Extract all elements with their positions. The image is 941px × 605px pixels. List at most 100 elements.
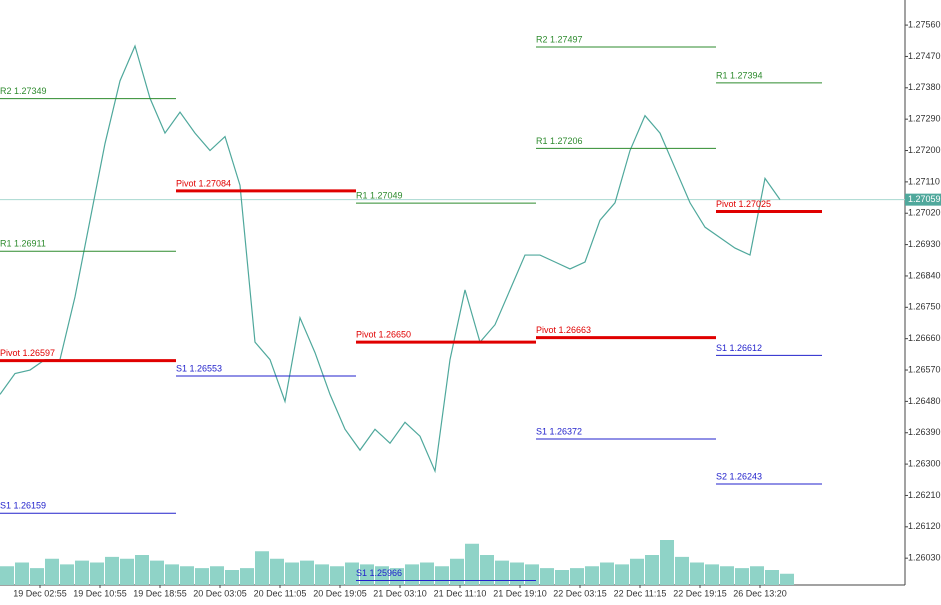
volume-bar [480, 555, 494, 585]
volume-bar [210, 566, 224, 585]
level-label: Pivot 1.27084 [176, 178, 231, 188]
x-tick-label: 21 Dec 03:10 [373, 588, 427, 598]
volume-bar [735, 568, 749, 585]
volume-bar [105, 556, 119, 585]
volume-bar [705, 564, 719, 585]
y-tick-label: 1.26570 [908, 364, 941, 374]
y-tick-label: 1.27470 [908, 51, 941, 61]
y-tick-label: 1.27110 [908, 176, 940, 186]
last-price-box [905, 193, 941, 206]
x-tick-label: 26 Dec 13:20 [733, 588, 787, 598]
last-price-label: 1.27059 [908, 194, 941, 204]
y-tick-label: 1.26390 [908, 427, 941, 437]
level-label: R1 1.27049 [356, 191, 403, 201]
volume-bar [135, 555, 149, 585]
volume-bar [750, 566, 764, 585]
x-tick-label: 19 Dec 10:55 [73, 588, 127, 598]
x-tick-label: 21 Dec 11:10 [434, 588, 487, 598]
volume-bar [315, 564, 329, 585]
x-tick-label: 20 Dec 11:05 [254, 588, 307, 598]
y-tick-label: 1.26120 [908, 521, 941, 531]
volume-bar [615, 564, 629, 585]
volume-bar [525, 564, 539, 585]
volume-bar [600, 562, 614, 585]
volume-bar [300, 560, 314, 585]
volume-bar [30, 568, 44, 585]
volume-bar [555, 570, 569, 585]
x-tick-label: 22 Dec 03:15 [553, 588, 607, 598]
level-label: R1 1.26911 [0, 239, 46, 249]
level-label: R1 1.27394 [716, 70, 763, 80]
volume-bar [195, 568, 209, 585]
volume-bar [75, 560, 89, 585]
level-label: Pivot 1.26650 [356, 330, 411, 340]
volume-bar [330, 566, 344, 585]
x-tick-label: 20 Dec 19:05 [313, 588, 367, 598]
y-tick-label: 1.26840 [908, 270, 941, 280]
y-tick-label: 1.27560 [908, 19, 941, 29]
volume-bar [450, 558, 464, 585]
volume-bar [585, 566, 599, 585]
volume-bar [675, 556, 689, 585]
volume-bar [225, 570, 239, 585]
y-tick-label: 1.26660 [908, 333, 941, 343]
price-line [0, 44, 781, 474]
volume-bar [180, 566, 194, 585]
volume-bar [495, 560, 509, 585]
y-tick-label: 1.26750 [908, 302, 941, 312]
volume-bar [360, 564, 374, 585]
y-tick-label: 1.27290 [908, 114, 941, 124]
y-tick-label: 1.27200 [908, 145, 941, 155]
volume-bar [465, 543, 479, 585]
volume-bar [120, 558, 134, 585]
volume-bar [540, 568, 554, 585]
volume-bar [60, 564, 74, 585]
level-label: Pivot 1.26663 [536, 325, 591, 335]
volume-bar [570, 568, 584, 585]
level-label: S1 1.26553 [176, 363, 222, 373]
volume-bar [645, 555, 659, 585]
volume-bar [780, 573, 794, 585]
level-label: S1 1.26159 [0, 501, 46, 511]
y-tick-label: 1.27020 [908, 208, 941, 218]
volume-bar [165, 564, 179, 585]
y-tick-label: 1.26030 [908, 553, 941, 563]
level-label: S1 1.26372 [536, 426, 582, 436]
level-label: Pivot 1.27025 [716, 199, 771, 209]
level-label: R2 1.27349 [0, 86, 47, 96]
volume-bar [45, 558, 59, 585]
volume-bar [270, 558, 284, 585]
volume-bar [630, 558, 644, 585]
x-tick-label: 22 Dec 11:15 [614, 588, 667, 598]
x-tick-label: 19 Dec 18:55 [133, 588, 187, 598]
volume-bar [690, 562, 704, 585]
x-tick-label: 20 Dec 03:05 [193, 588, 247, 598]
level-label: S1 1.26612 [716, 343, 762, 353]
x-tick-label: 22 Dec 19:15 [673, 588, 727, 598]
x-tick-label: 21 Dec 19:10 [493, 588, 547, 598]
volume-bar [510, 562, 524, 585]
volume-bar [240, 568, 254, 585]
level-label: R1 1.27206 [536, 136, 583, 146]
volume-bar [90, 562, 104, 585]
volume-bar [150, 560, 164, 585]
y-tick-label: 1.26300 [908, 458, 941, 468]
volume-bar [15, 562, 29, 585]
y-tick-label: 1.26930 [908, 239, 941, 249]
volume-bar [765, 570, 779, 585]
level-label: S2 1.26243 [716, 471, 762, 481]
volume-bar [0, 566, 14, 585]
volume-bar [255, 551, 269, 585]
y-tick-label: 1.27380 [908, 82, 941, 92]
volume-bar [720, 566, 734, 585]
x-tick-label: 19 Dec 02:55 [13, 588, 67, 598]
y-tick-label: 1.26480 [908, 396, 941, 406]
level-label: R2 1.27497 [536, 34, 583, 44]
volume-bar [405, 564, 419, 585]
level-label: Pivot 1.26597 [0, 348, 55, 358]
volume-bar [345, 562, 359, 585]
level-label: S1 1.25966 [356, 568, 402, 578]
volume-bar [435, 566, 449, 585]
y-tick-label: 1.26210 [908, 490, 941, 500]
